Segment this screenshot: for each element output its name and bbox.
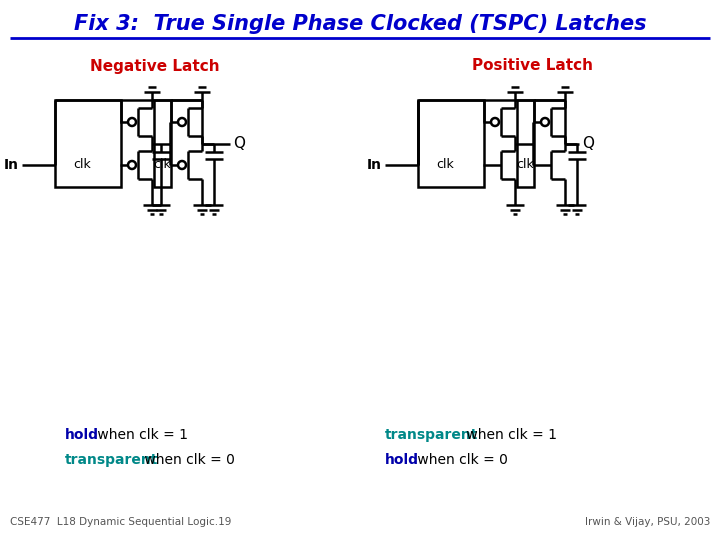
Text: when clk = 0: when clk = 0	[413, 453, 508, 467]
Text: when clk = 0: when clk = 0	[140, 453, 235, 467]
Bar	[418, 100, 484, 187]
Text: Q: Q	[233, 136, 245, 151]
Text: when clk = 1: when clk = 1	[93, 428, 188, 442]
Text: In: In	[4, 158, 19, 172]
Text: clk: clk	[73, 159, 91, 172]
Text: when clk = 1: when clk = 1	[462, 428, 557, 442]
Text: clk: clk	[516, 159, 534, 172]
Text: transparent: transparent	[65, 453, 158, 467]
Text: clk: clk	[153, 159, 171, 172]
Bar	[517, 100, 534, 187]
Bar	[154, 100, 171, 187]
Text: Irwin & Vijay, PSU, 2003: Irwin & Vijay, PSU, 2003	[585, 517, 710, 527]
Text: Positive Latch: Positive Latch	[472, 58, 593, 73]
Bar	[55, 100, 121, 187]
Text: clk: clk	[436, 159, 454, 172]
Text: In: In	[367, 158, 382, 172]
Text: Negative Latch: Negative Latch	[90, 58, 220, 73]
Text: Q: Q	[582, 136, 594, 151]
Text: hold: hold	[385, 453, 419, 467]
Text: Fix 3:  True Single Phase Clocked (TSPC) Latches: Fix 3: True Single Phase Clocked (TSPC) …	[73, 14, 647, 34]
Text: hold: hold	[65, 428, 99, 442]
Text: transparent: transparent	[385, 428, 478, 442]
Text: CSE477  L18 Dynamic Sequential Logic.19: CSE477 L18 Dynamic Sequential Logic.19	[10, 517, 231, 527]
